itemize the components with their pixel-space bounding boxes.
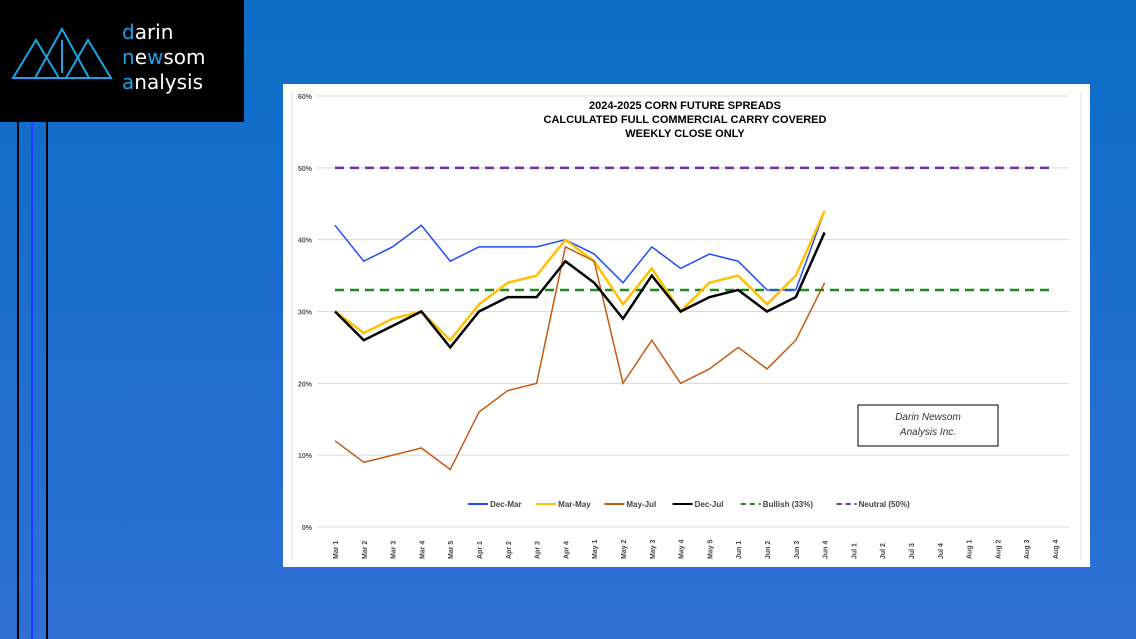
x-tick-label: Jun 3 [794, 541, 801, 559]
x-tick-label: May 1 [592, 539, 599, 559]
x-tick-label: Jul 3 [909, 543, 916, 559]
decor-line [46, 122, 48, 639]
x-tick-label: Mar 2 [362, 541, 369, 559]
x-tick-label: May 5 [707, 539, 714, 559]
legend-label: May-Jul [626, 500, 656, 509]
x-tick-label: Jul 4 [938, 543, 945, 559]
x-tick-label: Apr 2 [506, 541, 513, 559]
x-tick-label: Mar 1 [333, 541, 340, 559]
y-tick-label: 20% [298, 381, 313, 388]
logo-text-newsom: newsomnewsom [122, 45, 206, 69]
series-line-dec-jul [334, 231, 826, 350]
x-tick-label: Jul 1 [851, 543, 858, 559]
annotation-text: Analysis Inc. [899, 427, 956, 438]
series-line-mar-may [334, 210, 826, 343]
x-tick-label: Jun 1 [736, 541, 743, 559]
x-tick-label: Aug 3 [1024, 539, 1031, 559]
legend-label: Mar-May [558, 500, 591, 509]
x-tick-label: May 3 [650, 539, 657, 559]
y-tick-label: 0% [302, 525, 313, 532]
legend-label: Dec-Mar [490, 500, 522, 509]
y-tick-label: 30% [298, 310, 313, 317]
legend-label: Neutral (50%) [859, 500, 910, 509]
annotation-text: Darin Newsom [895, 412, 961, 423]
x-tick-label: Jul 2 [880, 543, 887, 559]
x-tick-label: May 4 [679, 539, 686, 559]
legend-label: Dec-Jul [695, 500, 724, 509]
x-tick-label: Mar 5 [448, 541, 455, 559]
x-tick-label: Apr 4 [563, 541, 570, 559]
chart-title: 2024-2025 CORN FUTURE SPREADS [589, 100, 781, 112]
chart-title: WEEKLY CLOSE ONLY [625, 128, 745, 140]
x-tick-label: Apr 1 [477, 541, 484, 559]
logo-text-darin: ddarinarin [122, 20, 174, 44]
decor-line [17, 122, 19, 639]
y-tick-label: 10% [298, 453, 313, 460]
x-tick-label: Aug 4 [1053, 539, 1060, 559]
series-line-dec-mar [334, 210, 826, 291]
x-tick-label: Aug 2 [995, 539, 1002, 559]
logo: ddarinarin newsomnewsom analysisanalysis [0, 0, 244, 122]
y-tick-label: 60% [298, 94, 313, 101]
y-tick-label: 50% [298, 166, 313, 173]
mountain-wheat-icon [11, 26, 113, 79]
chart-title: CALCULATED FULL COMMERCIAL CARRY COVERED [544, 114, 827, 126]
y-tick-label: 40% [298, 238, 313, 245]
line-chart: 0% 10% 20% 30% 40% 50% 60% Mar 1 Mar 2 Mar 3 Mar 4… [291, 92, 1082, 560]
x-tick-label: Mar 4 [419, 541, 426, 559]
chart-panel: 0% 10% 20% 30% 40% 50% 60% Mar 1 Mar 2 Mar 3 Mar 4… [283, 84, 1090, 567]
annotation-box [857, 404, 999, 447]
x-tick-label: Mar 3 [391, 541, 398, 559]
x-tick-label: May 2 [621, 539, 628, 559]
x-tick-label: Aug 1 [967, 539, 974, 559]
logo-text-analysis: analysisanalysis [122, 70, 203, 94]
x-tick-label: Apr 3 [535, 541, 542, 559]
x-tick-label: Jun 2 [765, 541, 772, 559]
legend-label: Bullish (33%) [763, 500, 814, 509]
series-line-may-jul [334, 245, 826, 471]
decor-line [31, 122, 33, 639]
x-tick-label: Jun 4 [823, 541, 830, 559]
